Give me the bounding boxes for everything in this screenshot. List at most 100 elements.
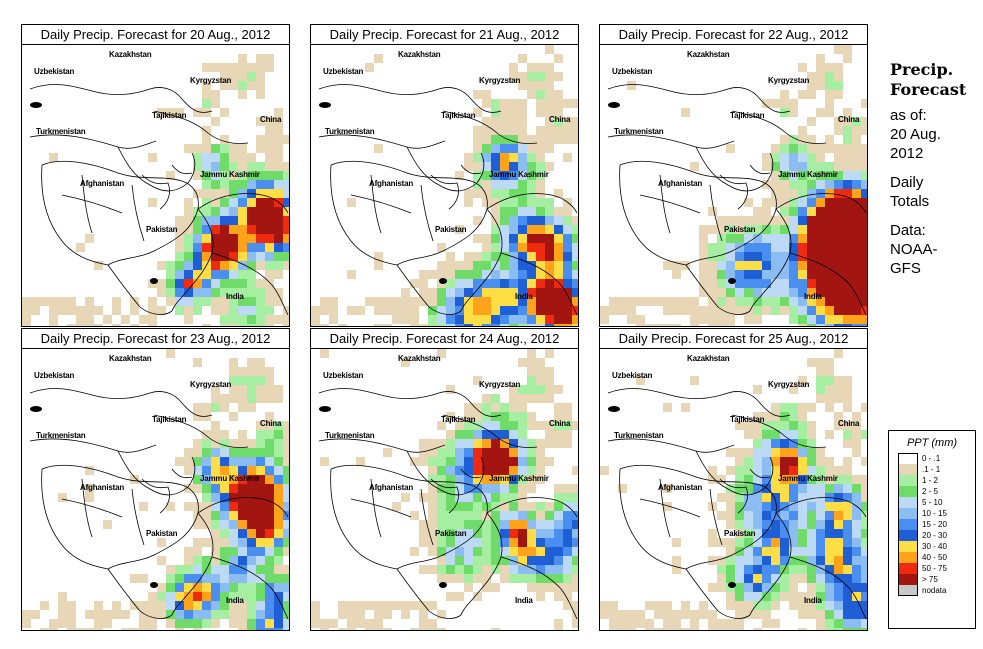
precip-cell bbox=[843, 457, 852, 466]
precip-cell bbox=[527, 63, 536, 72]
precip-cell bbox=[563, 421, 572, 430]
precip-cell bbox=[193, 520, 202, 529]
precip-cell bbox=[356, 619, 365, 628]
precip-cell bbox=[247, 385, 256, 394]
legend-swatch bbox=[898, 475, 918, 486]
map-label-tajikistan: Tajikistan bbox=[152, 111, 187, 120]
precip-cell bbox=[482, 565, 491, 574]
precip-cell bbox=[545, 529, 554, 538]
precip-cell bbox=[852, 511, 861, 520]
precip-cell bbox=[139, 502, 148, 511]
precip-cell bbox=[663, 610, 672, 619]
precip-cell bbox=[103, 610, 112, 619]
precip-cell bbox=[509, 234, 518, 243]
precip-cell bbox=[238, 162, 247, 171]
precip-cell bbox=[464, 511, 473, 520]
precip-cell bbox=[554, 279, 563, 288]
precip-cell bbox=[627, 297, 636, 306]
precip-cell bbox=[807, 144, 816, 153]
precip-cell bbox=[419, 279, 428, 288]
precip-cell bbox=[428, 493, 437, 502]
precip-cell bbox=[256, 234, 265, 243]
precip-cell bbox=[184, 547, 193, 556]
precip-cell bbox=[536, 216, 545, 225]
precip-cell bbox=[211, 529, 220, 538]
precip-cell bbox=[708, 324, 717, 326]
border-line bbox=[406, 146, 485, 192]
precip-cell bbox=[735, 225, 744, 234]
precip-cell bbox=[437, 529, 446, 538]
precip-cell bbox=[780, 99, 789, 108]
precip-cell bbox=[464, 297, 473, 306]
precip-cell bbox=[428, 288, 437, 297]
precip-cell bbox=[121, 315, 130, 324]
precip-cell bbox=[518, 466, 527, 475]
precip-cell bbox=[256, 90, 265, 99]
precip-cell bbox=[527, 358, 536, 367]
precip-cell bbox=[780, 90, 789, 99]
precip-cell bbox=[202, 297, 211, 306]
precip-cell bbox=[545, 315, 554, 324]
panel-title: Daily Precip. Forecast for 22 Aug., 2012 bbox=[600, 25, 867, 45]
precip-cell bbox=[852, 601, 861, 610]
legend-label: nodata bbox=[922, 586, 947, 595]
precip-cell bbox=[473, 520, 482, 529]
precip-cell bbox=[825, 574, 834, 583]
precip-cell bbox=[247, 466, 256, 475]
precip-cell bbox=[762, 270, 771, 279]
precip-cell bbox=[807, 180, 816, 189]
precip-cell bbox=[789, 243, 798, 252]
precip-cell bbox=[229, 439, 238, 448]
precip-cell bbox=[861, 252, 867, 261]
precip-cell bbox=[455, 502, 464, 511]
precip-cell bbox=[735, 574, 744, 583]
precip-cell bbox=[816, 502, 825, 511]
map-label-kazakhstan: Kazakhstan bbox=[109, 354, 152, 363]
precip-cell bbox=[717, 475, 726, 484]
precip-cell bbox=[482, 90, 491, 99]
precip-cell bbox=[347, 619, 356, 628]
precip-cell bbox=[536, 385, 545, 394]
precip-cell bbox=[861, 126, 867, 135]
precip-cell bbox=[798, 126, 807, 135]
precip-cell bbox=[392, 297, 401, 306]
precip-cell bbox=[283, 493, 289, 502]
precip-cell bbox=[744, 288, 753, 297]
precip-cell bbox=[211, 520, 220, 529]
precip-cell bbox=[708, 252, 717, 261]
precip-cell bbox=[76, 324, 85, 326]
precip-cell bbox=[274, 270, 283, 279]
precip-cell bbox=[780, 279, 789, 288]
precip-cell bbox=[554, 538, 563, 547]
precip-cell bbox=[473, 234, 482, 243]
precip-cell bbox=[329, 619, 338, 628]
precip-cell bbox=[726, 547, 735, 556]
precip-cell bbox=[274, 162, 283, 171]
precip-cell bbox=[464, 484, 473, 493]
precip-cell bbox=[482, 439, 491, 448]
precip-cell bbox=[419, 270, 428, 279]
precip-cell bbox=[283, 421, 289, 430]
precip-cell bbox=[509, 430, 518, 439]
precip-cell bbox=[94, 261, 103, 270]
precip-cell bbox=[726, 306, 735, 315]
precip-cell bbox=[464, 574, 473, 583]
legend-swatch bbox=[898, 530, 918, 541]
precip-cell bbox=[527, 270, 536, 279]
precip-cell bbox=[500, 502, 509, 511]
precip-cell bbox=[825, 511, 834, 520]
map-label-kyrgyzstan: Kyrgyzstan bbox=[768, 380, 810, 389]
precip-cell bbox=[735, 448, 744, 457]
precip-cell bbox=[843, 135, 852, 144]
panel-title: Daily Precip. Forecast for 25 Aug., 2012 bbox=[600, 329, 867, 349]
precip-cell bbox=[554, 234, 563, 243]
precip-cell bbox=[753, 315, 762, 324]
precip-cell bbox=[527, 288, 536, 297]
precip-cell bbox=[663, 502, 672, 511]
precip-cell bbox=[545, 547, 554, 556]
precip-cell bbox=[771, 99, 780, 108]
precip-cell bbox=[509, 261, 518, 270]
precip-cell bbox=[193, 297, 202, 306]
precip-cell bbox=[744, 502, 753, 511]
precip-cell bbox=[446, 574, 455, 583]
